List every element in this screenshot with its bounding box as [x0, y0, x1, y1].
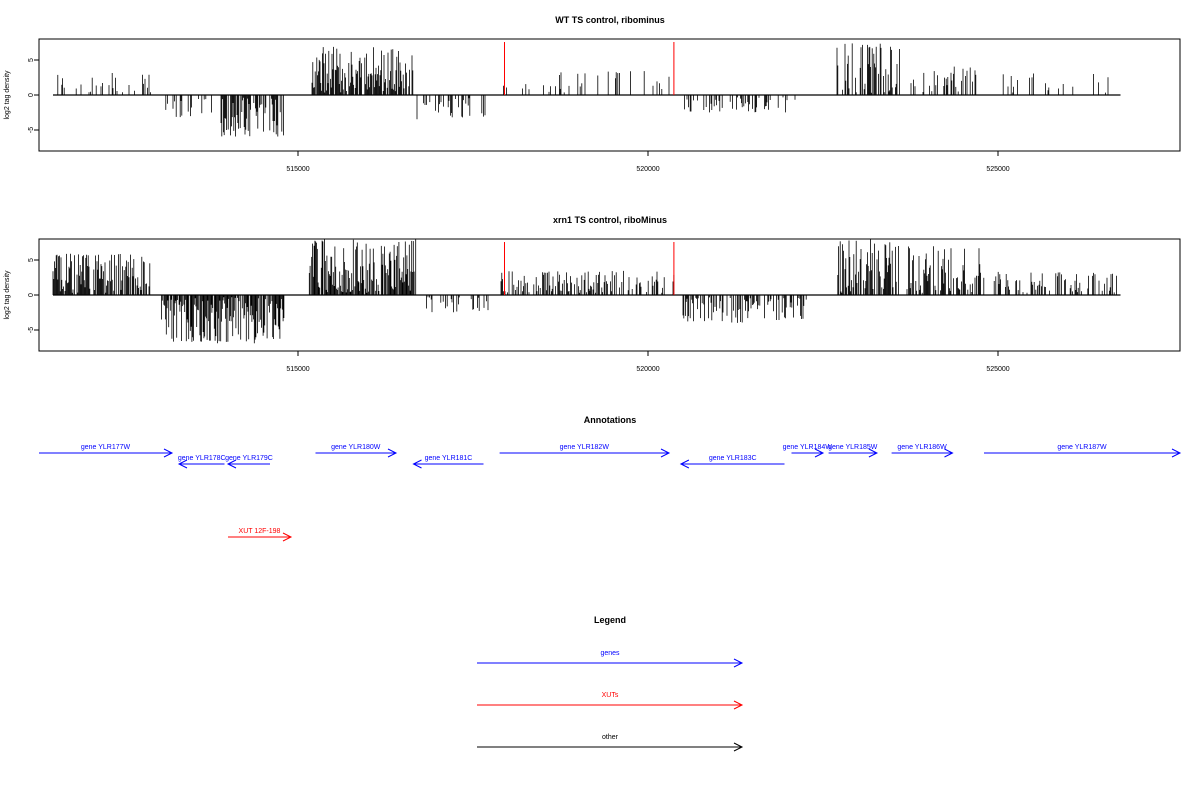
- legend-items: genes XUTs other: [477, 650, 744, 752]
- legend-label: other: [602, 734, 619, 741]
- xrn1-axes: -5 0 5 515000 520000 525000: [28, 258, 1010, 373]
- annotation-arrow: gene YLR180W: [315, 444, 398, 458]
- wt-panel-title: WT TS control, ribominus: [555, 15, 665, 25]
- annotation-arrow: gene YLR183C: [679, 455, 785, 469]
- annotation-label: gene YLR185W: [828, 444, 878, 451]
- annotation-label: gene YLR181C: [425, 455, 473, 462]
- annotation-label: gene YLR177W: [81, 444, 131, 451]
- arrow-head: [733, 700, 744, 710]
- arrow-head: [1171, 448, 1182, 458]
- x-tick-label: 515000: [286, 166, 309, 173]
- x-tick-label: 525000: [986, 166, 1009, 173]
- xrn1-coverage-panel: xrn1 TS control, riboMinus log2 tag dens…: [4, 215, 1181, 373]
- annotation-arrow: gene YLR185W: [828, 444, 879, 458]
- annotation-arrow: gene YLR186W: [891, 444, 954, 458]
- annotation-arrow: gene YLR179C: [225, 455, 273, 469]
- x-tick-label: 520000: [636, 166, 659, 173]
- legend: Legend genes XUTs other: [477, 615, 744, 752]
- arrow-head: [412, 459, 422, 469]
- arrow-head: [387, 448, 398, 458]
- x-tick-label: 515000: [286, 366, 309, 373]
- xrn1-y-axis-label: log2 tag density: [4, 270, 11, 320]
- annotation-label: XUT 12F-198: [239, 528, 281, 535]
- y-tick-label: 5: [28, 258, 35, 262]
- xrn1-plot-frame: [38, 238, 1181, 352]
- annotation-arrow: gene YLR177W: [39, 444, 174, 458]
- xrn1-panel-title: xrn1 TS control, riboMinus: [553, 215, 667, 225]
- arrow-head: [733, 742, 744, 752]
- arrow-head: [868, 448, 879, 458]
- wt-bars: [53, 42, 1121, 137]
- annotations-title: Annotations: [584, 415, 637, 425]
- annotation-items: gene YLR177W gene YLR178C gene YLR179C gene…: [39, 444, 1182, 542]
- annotation-label: gene YLR187W: [1057, 444, 1107, 451]
- legend-entry: other: [477, 734, 744, 752]
- y-tick-label: 0: [28, 293, 35, 297]
- annotation-label: gene YLR186W: [897, 444, 947, 451]
- arrow-head: [660, 448, 671, 458]
- wt-coverage-panel: WT TS control, ribominus log2 tag densit…: [4, 15, 1181, 173]
- arrow-head: [282, 532, 293, 542]
- legend-entry: genes: [477, 650, 744, 668]
- legend-entry: XUTs: [477, 692, 744, 710]
- arrow-head: [177, 459, 188, 469]
- arrow-head: [679, 459, 690, 469]
- wt-axes: -5 0 5 515000 520000 525000: [28, 58, 1010, 173]
- annotation-arrow: gene YLR184W: [783, 444, 833, 458]
- legend-label: genes: [600, 650, 620, 657]
- annotation-arrow: XUT 12F-198: [228, 528, 293, 542]
- legend-title: Legend: [594, 615, 626, 625]
- arrow-head: [163, 448, 174, 458]
- y-tick-label: 5: [28, 58, 35, 62]
- wt-plot-frame: [38, 38, 1181, 152]
- annotation-label: gene YLR182W: [560, 444, 610, 451]
- annotation-arrow: gene YLR182W: [499, 444, 671, 458]
- x-tick-label: 520000: [636, 366, 659, 373]
- arrow-head: [733, 658, 744, 668]
- wt-y-axis-label: log2 tag density: [4, 70, 11, 120]
- y-tick-label: -5: [28, 327, 35, 333]
- annotation-arrow: gene YLR181C: [412, 455, 484, 469]
- annotation-label: gene YLR183C: [709, 455, 757, 462]
- annotation-label: gene YLR178C: [178, 455, 226, 462]
- annotation-label: gene YLR179C: [225, 455, 273, 462]
- annotation-label: gene YLR180W: [331, 444, 381, 451]
- legend-label: XUTs: [602, 692, 619, 699]
- arrow-head: [944, 448, 954, 458]
- annotation-label: gene YLR184W: [783, 444, 833, 451]
- arrow-head: [226, 459, 237, 469]
- xrn1-bars: [52, 239, 1121, 344]
- annotation-arrow: gene YLR187W: [984, 444, 1182, 458]
- y-tick-label: -5: [28, 127, 35, 133]
- x-tick-label: 525000: [986, 366, 1009, 373]
- arrow-head: [814, 448, 825, 458]
- annotation-arrow: gene YLR178C: [177, 455, 226, 469]
- y-tick-label: 0: [28, 93, 35, 97]
